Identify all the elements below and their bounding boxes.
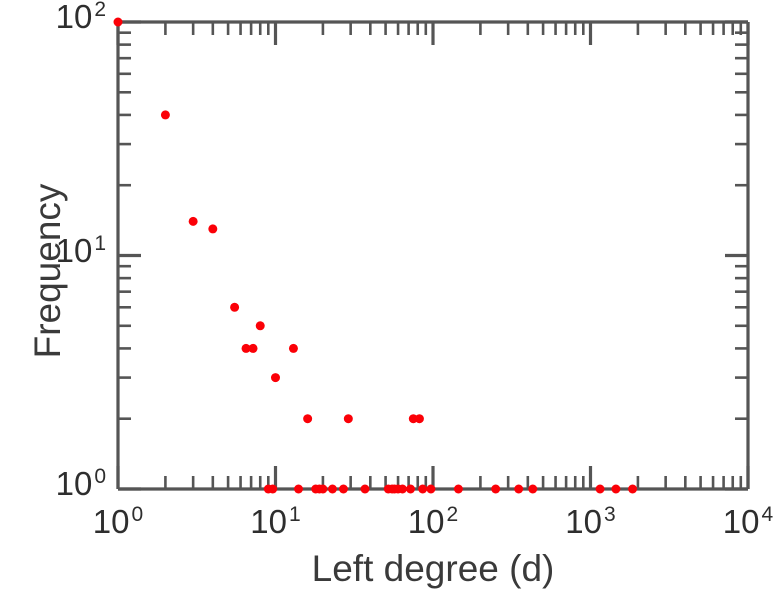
data-point[interactable] — [268, 484, 278, 494]
y-axis-title: Frequency — [27, 183, 68, 359]
data-point[interactable] — [255, 321, 265, 331]
data-point[interactable] — [230, 302, 240, 312]
x-tick-label-3: 103 — [565, 503, 616, 540]
data-point[interactable] — [418, 484, 428, 494]
data-point[interactable] — [528, 484, 538, 494]
data-point[interactable] — [294, 484, 304, 494]
data-point[interactable] — [491, 484, 501, 494]
data-point[interactable] — [414, 414, 424, 424]
data-point[interactable] — [397, 484, 407, 494]
y-tick-label-2: 102 — [55, 0, 106, 35]
data-point[interactable] — [318, 484, 328, 494]
data-point[interactable] — [208, 224, 218, 234]
data-point[interactable] — [514, 484, 524, 494]
data-point[interactable] — [338, 484, 348, 494]
data-point[interactable] — [271, 373, 280, 383]
data-point[interactable] — [611, 484, 621, 494]
data-point[interactable] — [343, 414, 353, 424]
data-point[interactable] — [248, 343, 258, 353]
data-point[interactable] — [426, 484, 436, 494]
data-point[interactable] — [628, 484, 638, 494]
data-point[interactable] — [406, 484, 416, 494]
data-point[interactable] — [453, 484, 463, 494]
data-point[interactable] — [595, 484, 605, 494]
x-tick-label-2: 102 — [407, 503, 459, 540]
data-point[interactable] — [303, 414, 313, 424]
data-point[interactable] — [241, 343, 251, 353]
y-tick-label-0: 100 — [55, 465, 106, 502]
y-tick-label-1: 101 — [55, 231, 106, 269]
data-point[interactable] — [113, 17, 123, 27]
data-point[interactable] — [188, 216, 198, 226]
x-tick-label-0: 100 — [92, 503, 144, 540]
data-point[interactable] — [360, 484, 370, 494]
x-axis-title: Left degree (d) — [311, 548, 555, 589]
x-tick-label-1: 101 — [250, 503, 301, 540]
x-tick-label-4: 104 — [722, 503, 774, 540]
data-point[interactable] — [160, 110, 170, 120]
data-point[interactable] — [327, 484, 337, 494]
data-point[interactable] — [288, 343, 298, 353]
